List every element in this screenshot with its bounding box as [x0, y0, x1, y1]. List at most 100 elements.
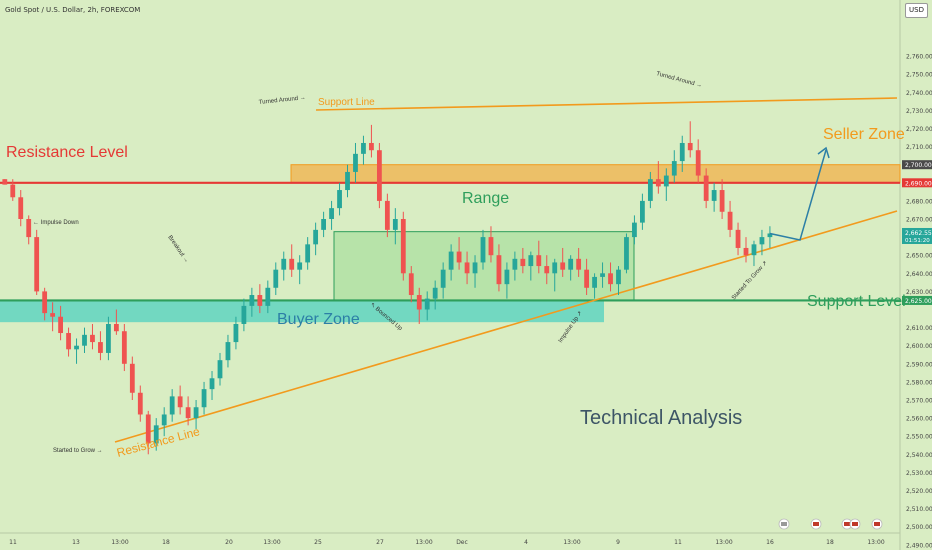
y-tick-label: 2,560.00	[906, 416, 932, 423]
candle-body	[121, 331, 127, 364]
technical-analysis-label: Technical Analysis	[580, 407, 742, 429]
annotation-turned-around-2: Turned Around →	[655, 71, 702, 89]
price-label-badge	[902, 227, 932, 244]
candle-body	[480, 237, 486, 263]
candle-body	[687, 142, 693, 151]
candle-body	[241, 305, 247, 324]
y-tick-label: 2,680.00	[906, 198, 932, 205]
annotation-impulse-down: ← Impulse Down	[33, 220, 79, 226]
currency-button[interactable]: USD	[905, 3, 928, 18]
candle-body	[560, 262, 566, 270]
chart-title: Gold Spot / U.S. Dollar, 2h, FOREXCOM	[5, 6, 141, 14]
x-tick-label: 13:00	[111, 539, 128, 546]
candle-body	[273, 269, 279, 288]
y-tick-label: 2,630.00	[906, 289, 932, 296]
candle-body	[536, 255, 542, 267]
y-tick-label: 2,590.00	[906, 361, 932, 368]
price-label-countdown: 01:51:20	[905, 238, 930, 244]
price-label-badge	[902, 295, 932, 305]
icon-glyph	[813, 522, 819, 526]
candle-body	[66, 333, 71, 350]
candle-body	[161, 414, 167, 426]
support-line	[315, 97, 898, 111]
candle-body	[743, 247, 749, 256]
candle-body	[424, 298, 430, 310]
candle-body	[624, 237, 629, 270]
y-tick-label: 2,580.00	[906, 379, 932, 386]
candle-body	[456, 251, 462, 263]
candle-body	[416, 295, 422, 310]
candle-body	[376, 150, 382, 201]
x-tick-label: 16	[766, 539, 774, 546]
candle-body	[552, 262, 558, 274]
candle-body	[520, 258, 526, 267]
candle-body	[369, 142, 374, 151]
candle-body	[321, 219, 326, 230]
candle-body	[177, 396, 183, 408]
x-tick-label: 18	[162, 539, 170, 546]
candle-body	[98, 342, 103, 353]
candle-body	[345, 171, 350, 191]
candle-body	[169, 396, 175, 415]
candle-body	[34, 237, 40, 292]
y-tick-label: 2,610.00	[906, 325, 932, 332]
candle-body	[26, 219, 32, 238]
candle-body	[313, 229, 319, 245]
y-tick-label: 2,730.00	[906, 108, 932, 115]
candle-body	[432, 287, 438, 299]
candle-body	[759, 237, 765, 245]
candle-body	[544, 266, 550, 274]
x-tick-label: 13	[72, 539, 80, 546]
annotation-started-to-grow-2: Started To Grow ↗	[731, 260, 769, 301]
resistance-level-label: Resistance Level	[6, 144, 128, 161]
candle-body	[129, 363, 135, 393]
candle-body	[113, 323, 119, 332]
candle-body	[671, 161, 677, 176]
candle-body	[297, 262, 303, 270]
x-tick-label: 9	[616, 539, 620, 546]
range-label: Range	[462, 190, 509, 207]
candle-body	[512, 258, 518, 270]
y-tick-label: 2,710.00	[906, 144, 932, 151]
x-tick-label: 27	[376, 539, 384, 546]
x-tick-label: 13:00	[263, 539, 280, 546]
candle-body	[600, 273, 605, 277]
candle-body	[632, 222, 637, 238]
resistance-line	[114, 210, 898, 443]
y-tick-label: 2,570.00	[906, 398, 932, 405]
candle-body	[337, 190, 342, 209]
candle-body	[488, 237, 494, 256]
candle-body	[408, 273, 414, 296]
candle-body	[90, 334, 95, 343]
candle-body	[504, 269, 510, 285]
candle-body	[392, 219, 398, 230]
candle-body	[289, 258, 295, 270]
candle-body	[448, 251, 454, 270]
candle-body	[767, 233, 773, 238]
candle-body	[106, 323, 111, 353]
y-tick-label: 2,720.00	[906, 126, 932, 133]
candle-body	[257, 295, 263, 306]
candle-body	[528, 255, 534, 267]
y-tick-label: 2,670.00	[906, 217, 932, 224]
candle-body	[153, 425, 159, 444]
candle-body	[576, 258, 582, 270]
price-label-badge	[902, 160, 932, 170]
candle-body	[209, 378, 215, 390]
candle-body	[703, 175, 709, 201]
candle-body	[281, 258, 287, 270]
y-tick-label: 2,490.00	[906, 542, 932, 549]
candle-body	[711, 190, 717, 201]
buyer-zone	[0, 300, 604, 323]
candle-body	[640, 200, 645, 223]
candle-body	[353, 153, 358, 172]
candle-body	[440, 269, 446, 288]
x-tick-label: 25	[314, 539, 322, 546]
price-label-text: 2,662.55	[905, 230, 932, 237]
candle-body	[145, 414, 151, 444]
candle-body	[695, 150, 701, 176]
price-label-text: 2,625.00	[905, 298, 932, 305]
candle-body	[50, 313, 56, 317]
